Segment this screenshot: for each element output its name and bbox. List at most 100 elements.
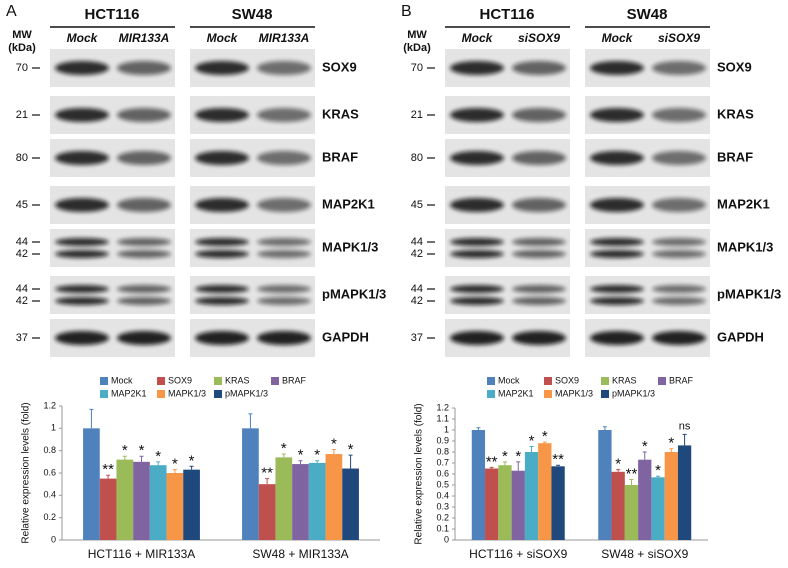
bar — [83, 428, 100, 540]
bar — [258, 484, 276, 540]
significance: * — [642, 438, 648, 455]
y-tick-label: 1.2 — [436, 402, 449, 412]
significance: * — [348, 441, 354, 458]
mw-label: 37 — [411, 332, 423, 344]
legend-swatch — [544, 390, 552, 398]
mw-header: MW — [407, 29, 427, 41]
blot-strip — [190, 276, 315, 314]
bar — [183, 469, 200, 540]
mw-label: 44 — [16, 236, 28, 248]
band — [117, 61, 171, 75]
protein-label: MAPK1/3 — [322, 239, 378, 254]
legend-swatch — [214, 377, 222, 385]
band — [195, 297, 249, 305]
band — [55, 250, 109, 258]
legend-label: Mock — [111, 375, 133, 385]
significance: ** — [552, 451, 564, 468]
band — [257, 61, 311, 75]
error-bar — [682, 433, 687, 446]
band — [450, 238, 504, 246]
band — [55, 108, 109, 122]
error-bar — [502, 461, 507, 466]
y-axis-label: Relative expression levels (fold) — [414, 403, 425, 544]
legend-label: Mock — [498, 375, 520, 385]
legend-swatch — [487, 390, 495, 398]
band — [117, 285, 171, 293]
legend-label: KRAS — [225, 375, 250, 385]
legend-label: BRAF — [282, 375, 307, 385]
bar — [611, 471, 625, 540]
legend-label: BRAF — [669, 375, 694, 385]
error-bar — [315, 460, 320, 463]
bar — [524, 452, 539, 540]
bar — [275, 457, 293, 540]
protein-label: BRAF — [322, 149, 358, 164]
mw-label: 42 — [411, 248, 423, 260]
mw-label: 42 — [16, 295, 28, 307]
band — [195, 238, 249, 246]
band — [195, 285, 249, 293]
significance: * — [529, 432, 535, 449]
band — [117, 238, 171, 246]
band — [652, 61, 706, 75]
significance: * — [189, 452, 195, 469]
legend-swatch — [487, 377, 495, 385]
band — [55, 331, 109, 345]
band — [590, 285, 644, 293]
blot-strip — [50, 229, 175, 267]
significance: * — [298, 447, 304, 464]
blot-strip — [50, 276, 175, 314]
significance: * — [281, 440, 287, 457]
band — [512, 238, 566, 246]
band — [195, 151, 249, 165]
band — [195, 61, 249, 75]
error-bar — [139, 455, 144, 462]
band — [652, 198, 706, 212]
band — [450, 198, 504, 212]
bar — [551, 466, 565, 540]
error-bar — [248, 413, 253, 429]
band — [257, 331, 311, 345]
band — [512, 108, 566, 122]
error-bar — [616, 469, 621, 472]
x-tick-label: SW48 + siSOX9 — [601, 547, 688, 561]
band — [652, 297, 706, 305]
y-tick-label: 0.7 — [436, 457, 449, 467]
significance: * — [502, 448, 508, 465]
band — [450, 151, 504, 165]
legend-swatch — [157, 377, 165, 385]
band — [257, 151, 311, 165]
blot-strip — [585, 276, 710, 314]
band — [512, 198, 566, 212]
protein-label: BRAF — [717, 149, 753, 164]
significance: * — [314, 447, 320, 464]
band — [450, 285, 504, 293]
band — [512, 151, 566, 165]
significance: ns — [679, 420, 691, 432]
bar — [133, 461, 150, 540]
protein-label: GAPDH — [322, 329, 369, 344]
y-axis-label: Relative expression levels (fold) — [21, 402, 32, 543]
band — [257, 238, 311, 246]
condition: siSOX9 — [658, 31, 700, 45]
condition: Mock — [602, 31, 634, 45]
protein-label: MAPK1/3 — [717, 239, 773, 254]
y-tick-label: 0.2 — [43, 512, 56, 522]
y-tick-label: 1.2 — [43, 400, 56, 410]
protein-label: SOX9 — [717, 59, 752, 74]
mw-header: MW — [12, 29, 32, 41]
y-tick-label: 0.5 — [436, 479, 449, 489]
bar — [99, 478, 117, 540]
protein-label: SOX9 — [322, 59, 357, 74]
mw-label: 80 — [411, 152, 423, 164]
mw-label: 45 — [16, 199, 28, 211]
y-tick-label: 0 — [444, 534, 449, 544]
band — [117, 108, 171, 122]
legend-swatch — [601, 377, 609, 385]
error-bar — [669, 448, 674, 452]
band — [590, 297, 644, 305]
protein-label: KRAS — [322, 106, 359, 121]
bar — [638, 459, 652, 540]
band — [55, 151, 109, 165]
